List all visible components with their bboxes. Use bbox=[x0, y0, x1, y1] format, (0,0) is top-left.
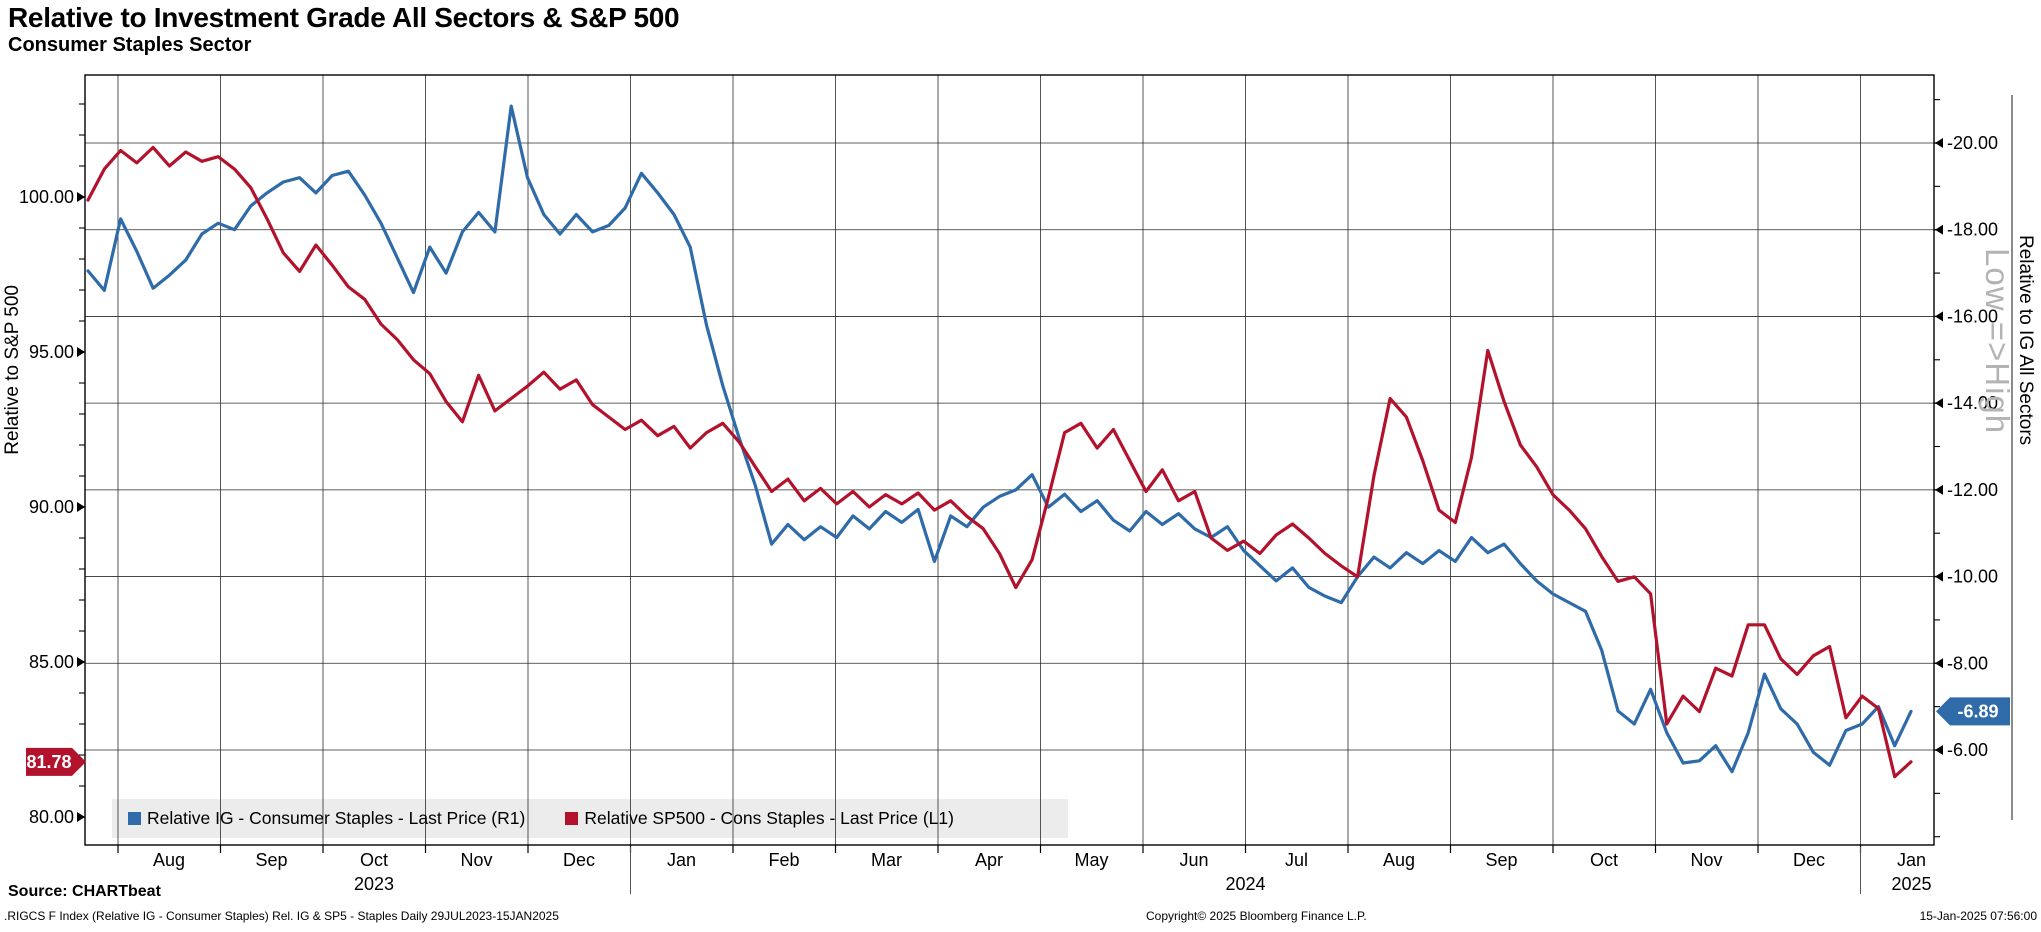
x-axis-month-label: Feb bbox=[768, 850, 799, 870]
left-last-value-label: 81.78 bbox=[26, 752, 71, 772]
right-last-value-box bbox=[1936, 697, 2010, 726]
legend-label: Relative IG - Consumer Staples - Last Pr… bbox=[147, 808, 526, 828]
x-axis-month-label: Oct bbox=[1590, 850, 1618, 870]
series-line-relative-ig bbox=[86, 104, 1913, 774]
left-axis-tick-label: 85.00 bbox=[29, 652, 74, 672]
left-axis-title: Relative to S&P 500 bbox=[2, 285, 23, 455]
left-axis-tick-label: 90.00 bbox=[29, 497, 74, 517]
left-axis-tick-label: 95.00 bbox=[29, 342, 74, 362]
legend-swatch-red-icon bbox=[565, 812, 579, 825]
x-axis-month-label: Mar bbox=[871, 850, 902, 870]
left-last-value-box bbox=[26, 747, 86, 776]
right-axis-tick-label: -14.00 bbox=[1947, 393, 1998, 413]
legend-label: Relative SP500 - Cons Staples - Last Pri… bbox=[584, 808, 954, 828]
right-axis-tick-label: -6.00 bbox=[1947, 740, 1988, 760]
series-line-relative-sp500 bbox=[86, 145, 1913, 779]
x-axis-month-label: Jan bbox=[1897, 850, 1926, 870]
right-axis-tick-label: -16.00 bbox=[1947, 306, 1998, 326]
x-axis-year-label: 2025 bbox=[1891, 874, 1931, 894]
x-axis-month-label: Aug bbox=[153, 850, 185, 870]
right-axis-title: Relative to IG All Sectors bbox=[2015, 235, 2036, 446]
right-axis-tick-label: -8.00 bbox=[1947, 653, 1988, 673]
x-axis-month-label: Nov bbox=[1690, 850, 1722, 870]
chart-legend: Relative IG - Consumer Staples - Last Pr… bbox=[112, 799, 1068, 838]
right-axis-tick-label: -10.00 bbox=[1947, 567, 1998, 587]
x-axis-month-label: Jul bbox=[1285, 850, 1308, 870]
right-axis-tick-label: -12.00 bbox=[1947, 480, 1998, 500]
x-axis-month-label: Sep bbox=[1485, 850, 1517, 870]
footer-copyright: Copyright© 2025 Bloomberg Finance L.P. bbox=[1146, 909, 1367, 923]
x-axis-month-label: Oct bbox=[360, 850, 388, 870]
x-axis-month-label: Sep bbox=[255, 850, 287, 870]
x-axis-month-label: Jun bbox=[1179, 850, 1208, 870]
x-axis-month-label: Dec bbox=[563, 850, 595, 870]
x-axis-month-label: Apr bbox=[975, 850, 1003, 870]
right-axis-low-high-note: Low =>High bbox=[1979, 248, 2016, 435]
plot-border bbox=[84, 74, 1935, 846]
right-axis-tick-label: -18.00 bbox=[1947, 220, 1998, 240]
page-subtitle: Consumer Staples Sector bbox=[8, 34, 252, 56]
legend-item-relative-sp500[interactable]: Relative SP500 - Cons Staples - Last Pri… bbox=[565, 808, 954, 829]
footer-source: Source: CHARTbeat bbox=[8, 883, 161, 900]
x-axis-month-label: Jan bbox=[667, 850, 696, 870]
x-axis-month-label: Aug bbox=[1383, 850, 1415, 870]
right-axis-tick-label: -20.00 bbox=[1947, 133, 1998, 153]
x-axis-month-label: Nov bbox=[460, 850, 492, 870]
right-last-value-label: -6.89 bbox=[1957, 701, 1998, 721]
left-axis-tick-label: 100.00 bbox=[19, 187, 74, 207]
legend-item-relative-ig[interactable]: Relative IG - Consumer Staples - Last Pr… bbox=[128, 808, 525, 829]
x-axis-year-label: 2023 bbox=[354, 874, 394, 894]
x-axis-month-label: May bbox=[1074, 850, 1108, 870]
left-axis-tick-label: 80.00 bbox=[29, 807, 74, 827]
footer-timestamp: 15-Jan-2025 07:56:00 bbox=[1919, 909, 2037, 923]
legend-swatch-blue-icon bbox=[128, 812, 141, 825]
gridlines bbox=[85, 75, 1934, 845]
x-axis-year-label: 2024 bbox=[1225, 874, 1265, 894]
footer-description: .RIGCS F Index (Relative IG - Consumer S… bbox=[4, 909, 559, 923]
page-title: Relative to Investment Grade All Sectors… bbox=[8, 2, 680, 33]
legend-background bbox=[112, 799, 1068, 838]
x-axis-month-label: Dec bbox=[1793, 850, 1825, 870]
